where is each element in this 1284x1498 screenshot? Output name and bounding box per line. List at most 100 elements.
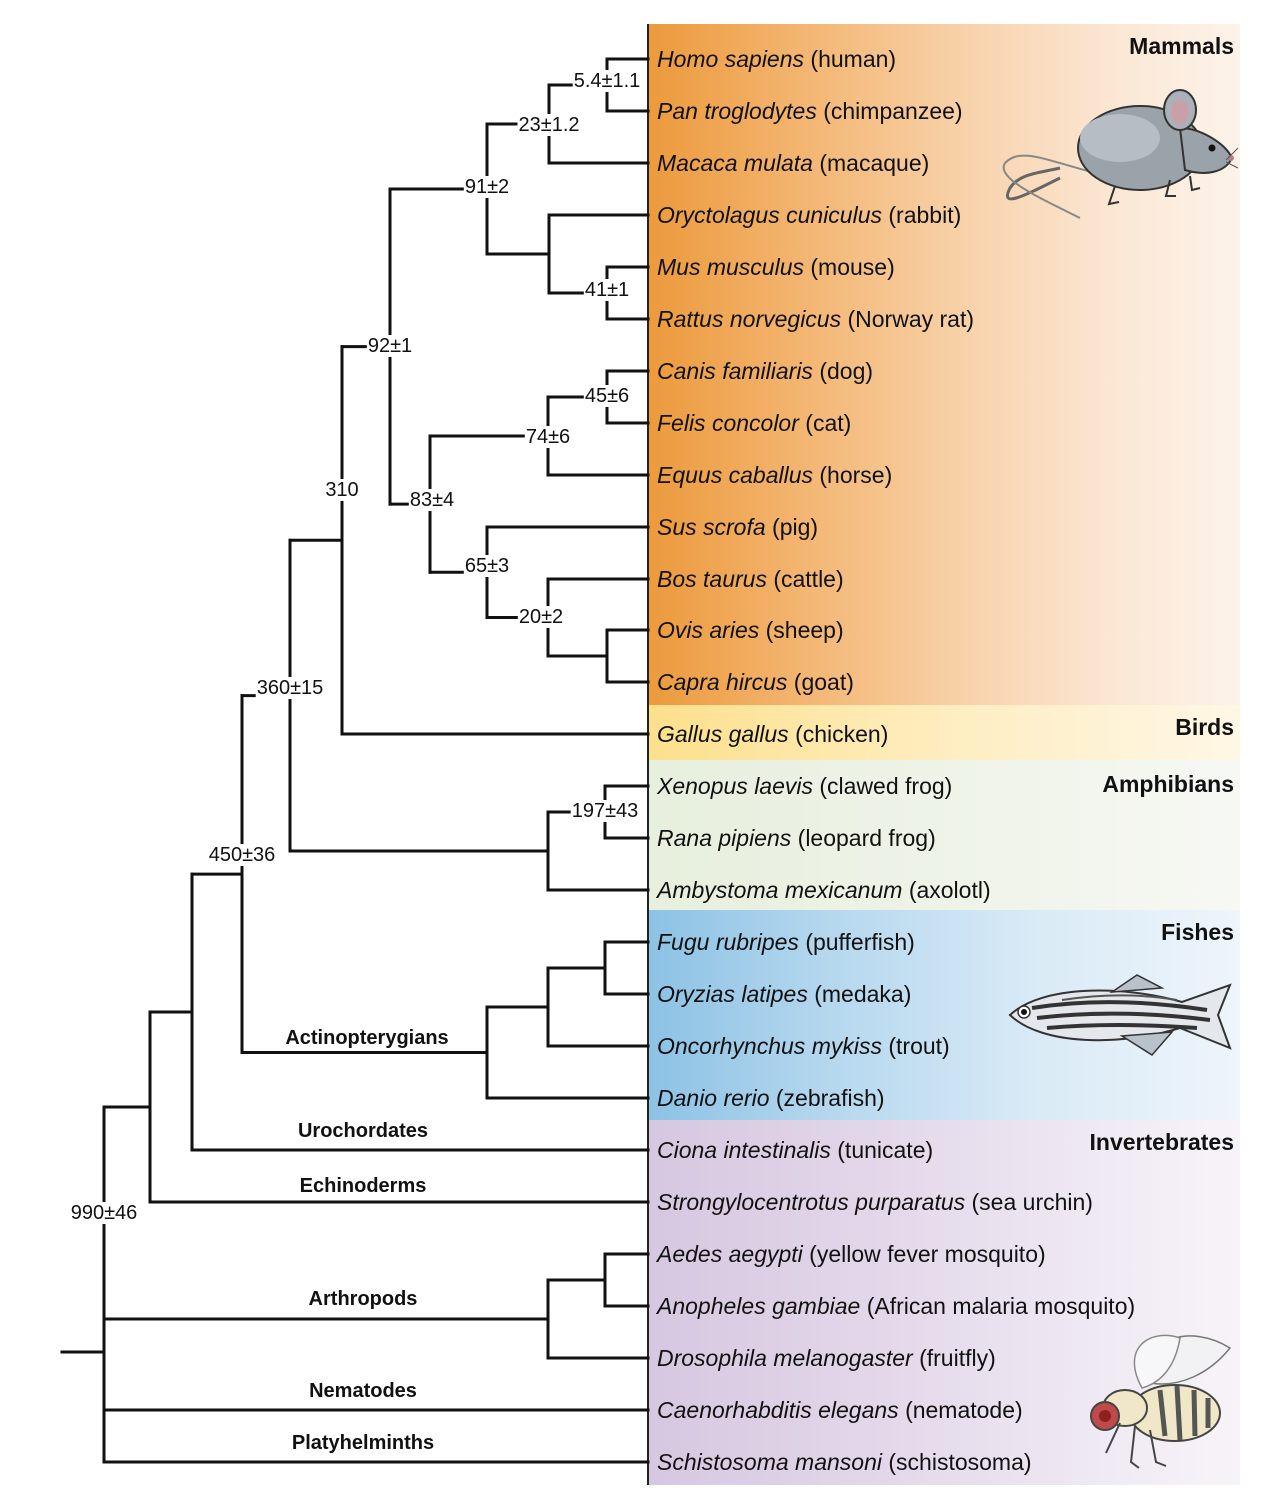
species-row: Rana pipiens (leopard frog) xyxy=(657,824,936,852)
species-common-name: (chimpanzee) xyxy=(823,97,963,124)
species-latin-name: Sus scrofa xyxy=(657,513,766,540)
species-common-name: (trout) xyxy=(888,1033,950,1060)
species-common-name: (dog) xyxy=(819,357,874,384)
species-row: Xenopus laevis (clawed frog) xyxy=(657,772,952,800)
species-row: Drosophila melanogaster (fruitfly) xyxy=(657,1344,996,1372)
age-laurasiatheria: 74±6 xyxy=(524,426,572,448)
species-latin-name: Anopheles gambiae xyxy=(657,1292,861,1319)
species-latin-name: Ovis aries xyxy=(657,617,760,644)
species-latin-name: Pan troglodytes xyxy=(657,97,817,124)
species-latin-name: Drosophila melanogaster xyxy=(657,1344,913,1371)
species-row: Ambystoma mexicanum (axolotl) xyxy=(657,876,991,904)
mouse-illustration xyxy=(1002,89,1239,219)
species-latin-name: Caenorhabditis elegans xyxy=(657,1396,899,1423)
species-row: Schistosoma mansoni (schistosoma) xyxy=(657,1448,1032,1476)
species-common-name: (chicken) xyxy=(795,721,889,748)
age-amniotes: 310 xyxy=(324,479,360,501)
age-placentals: 92±1 xyxy=(366,335,414,357)
species-latin-name: Rana pipiens xyxy=(657,825,792,852)
species-row: Rattus norvegicus (Norway rat) xyxy=(657,305,974,333)
species-common-name: (sheep) xyxy=(765,617,844,644)
species-row: Capra hircus (goat) xyxy=(657,668,854,696)
species-latin-name: Mus musculus xyxy=(657,253,804,280)
species-common-name: (cat) xyxy=(805,409,852,436)
species-latin-name: Bos taurus xyxy=(657,565,767,592)
species-row: Danio rerio (zebrafish) xyxy=(657,1084,885,1112)
group-label-birds: Birds xyxy=(1175,714,1234,740)
species-common-name: (leopard frog) xyxy=(797,825,936,852)
species-row: Equus caballus (horse) xyxy=(657,461,892,489)
species-common-name: (horse) xyxy=(819,461,893,488)
species-common-name: (clawed frog) xyxy=(819,773,953,800)
species-row: Homo sapiens (human) xyxy=(657,45,896,73)
species-latin-name: Equus caballus xyxy=(657,461,813,488)
species-row: Strongylocentrotus purparatus (sea urchi… xyxy=(657,1188,1093,1216)
clade-label-actinopterygians: Actinopterygians xyxy=(285,1027,449,1049)
species-common-name: (sea urchin) xyxy=(971,1188,1093,1215)
species-common-name: (macaque) xyxy=(819,149,930,176)
species-latin-name: Strongylocentrotus purparatus xyxy=(657,1188,966,1215)
species-latin-name: Homo sapiens xyxy=(657,46,805,72)
age-primates: 23±1.2 xyxy=(517,114,581,136)
birds-band xyxy=(648,705,1240,760)
species-latin-name: Gallus gallus xyxy=(657,721,789,748)
species-row: Mus musculus (mouse) xyxy=(657,253,895,281)
species-row: Ovis aries (sheep) xyxy=(657,616,844,644)
group-label-mammals: Mammals xyxy=(1129,33,1234,59)
species-latin-name: Capra hircus xyxy=(657,669,788,696)
species-row: Anopheles gambiae (African malaria mosqu… xyxy=(657,1292,1135,1320)
species-common-name: (human) xyxy=(810,46,897,72)
species-common-name: (African malaria mosquito) xyxy=(866,1292,1136,1319)
clade-label-platyhelminths: Platyhelminths xyxy=(291,1432,435,1454)
age-vertebrates: 450±36 xyxy=(207,844,277,866)
species-latin-name: Oncorhynchus mykiss xyxy=(657,1033,882,1060)
species-latin-name: Rattus norvegicus xyxy=(657,305,842,332)
species-latin-name: Felis concolor xyxy=(657,409,799,436)
species-latin-name: Oryzias latipes xyxy=(657,981,808,1008)
species-row: Oryzias latipes (medaka) xyxy=(657,980,911,1008)
species-common-name: (rabbit) xyxy=(888,201,962,228)
clade-label-echinoderms: Echinoderms xyxy=(299,1175,427,1197)
species-common-name: (cattle) xyxy=(773,565,844,592)
species-latin-name: Xenopus laevis xyxy=(657,773,813,800)
species-latin-name: Ciona intestinalis xyxy=(657,1136,831,1163)
species-row: Ciona intestinalis (tunicate) xyxy=(657,1136,933,1164)
age-bilaterians: 990±46 xyxy=(69,1202,139,1224)
species-latin-name: Ambystoma mexicanum xyxy=(657,877,903,904)
tips-axis-line xyxy=(647,24,649,1485)
species-row: Bos taurus (cattle) xyxy=(657,565,844,593)
species-common-name: (pufferfish) xyxy=(805,929,915,956)
species-common-name: (zebrafish) xyxy=(775,1085,885,1111)
species-latin-name: Fugu rubripes xyxy=(657,929,799,956)
species-latin-name: Schistosoma mansoni xyxy=(657,1448,882,1475)
clade-label-urochordates: Urochordates xyxy=(297,1120,429,1142)
species-common-name: (Norway rat) xyxy=(847,305,974,332)
species-common-name: (nematode) xyxy=(905,1396,1023,1423)
age-ferungulates: 83±4 xyxy=(408,489,456,511)
zebrafish-illustration xyxy=(1008,974,1232,1056)
species-row: Pan troglodytes (chimpanzee) xyxy=(657,97,963,125)
fruitfly-illustration xyxy=(1090,1334,1232,1469)
age-rodents: 41±1 xyxy=(583,279,631,301)
species-latin-name: Oryctolagus cuniculus xyxy=(657,201,882,228)
species-row: Canis familiaris (dog) xyxy=(657,357,873,385)
species-latin-name: Macaca mulata xyxy=(657,149,813,176)
species-row: Felis concolor (cat) xyxy=(657,409,851,437)
species-row: Oryctolagus cuniculus (rabbit) xyxy=(657,201,961,229)
species-common-name: (fruitfly) xyxy=(919,1344,996,1371)
species-common-name: (medaka) xyxy=(814,981,912,1008)
age-human-chimp: 5.4±1.1 xyxy=(572,70,642,92)
age-artiodactyls: 65±3 xyxy=(463,555,511,577)
clade-label-nematodes: Nematodes xyxy=(309,1380,417,1402)
species-row: Fugu rubripes (pufferfish) xyxy=(657,928,915,956)
species-common-name: (schistosoma) xyxy=(888,1448,1032,1475)
species-common-name: (mouse) xyxy=(810,253,895,280)
species-row: Gallus gallus (chicken) xyxy=(657,720,888,748)
species-common-name: (tunicate) xyxy=(837,1136,934,1163)
amphibians-band xyxy=(648,760,1240,910)
group-label-invertebrates: Invertebrates xyxy=(1089,1129,1234,1155)
age-euarchontoglires: 91±2 xyxy=(463,176,511,198)
species-row: Sus scrofa (pig) xyxy=(657,513,818,541)
species-row: Oncorhynchus mykiss (trout) xyxy=(657,1032,950,1060)
